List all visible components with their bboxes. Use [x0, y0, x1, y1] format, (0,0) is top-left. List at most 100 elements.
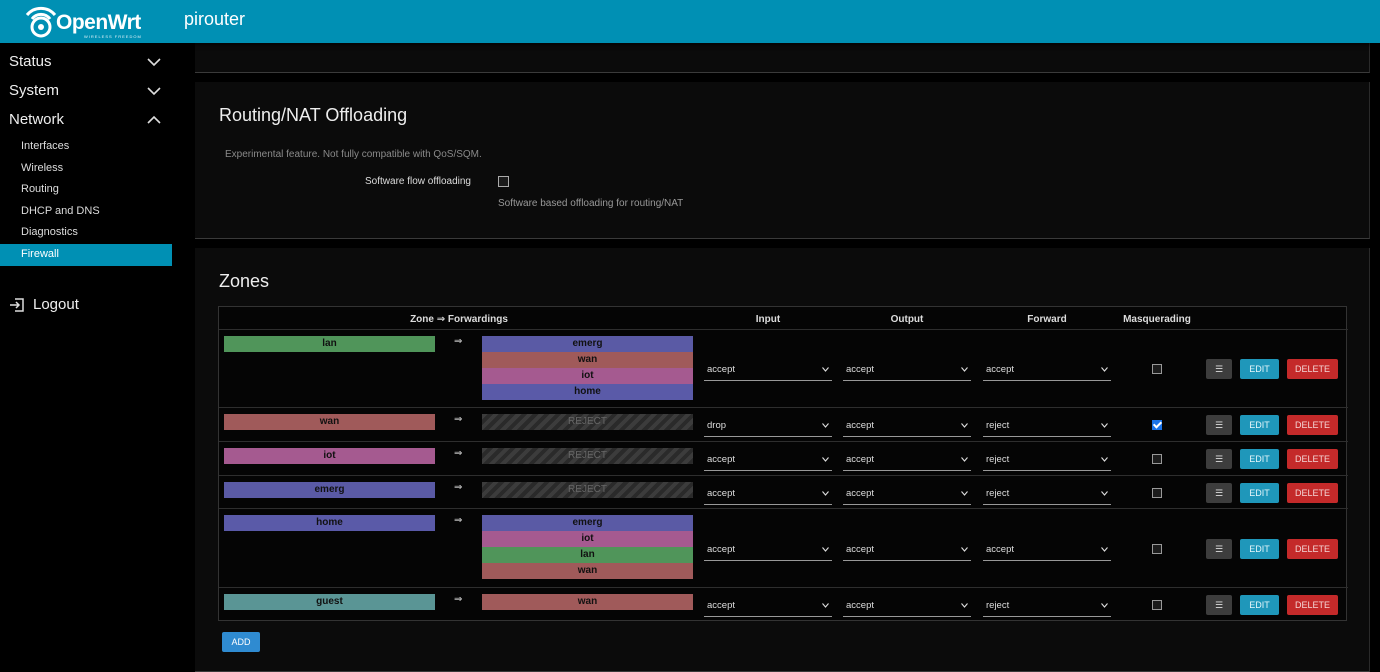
- zone-name-badge: home: [224, 515, 435, 531]
- chevron-down-icon: [1101, 491, 1108, 496]
- logout-icon: [10, 298, 24, 312]
- previous-section-panel: [195, 43, 1370, 73]
- zones-title: Zones: [219, 271, 270, 291]
- chevron-down-icon: [961, 367, 968, 372]
- forward-policy-select[interactable]: reject: [983, 595, 1111, 617]
- input-policy-select[interactable]: accept: [704, 595, 832, 617]
- delete-zone-button[interactable]: DELETE: [1287, 415, 1338, 435]
- edit-zone-button[interactable]: EDIT: [1240, 539, 1279, 559]
- row-menu-button[interactable]: ☰: [1206, 359, 1232, 379]
- masquerading-checkbox[interactable]: [1152, 454, 1162, 464]
- row-menu-button[interactable]: ☰: [1206, 449, 1232, 469]
- zone-name-badge: emerg: [224, 482, 435, 498]
- forwarding-zone-badge: emerg: [482, 515, 693, 531]
- menu-network[interactable]: Network: [0, 106, 172, 135]
- masquerading-checkbox[interactable]: [1152, 544, 1162, 554]
- edit-zone-button[interactable]: EDIT: [1240, 359, 1279, 379]
- forward-policy-value: reject: [986, 488, 1010, 499]
- output-policy-value: accept: [846, 600, 874, 611]
- sidebar-item-interfaces[interactable]: Interfaces: [0, 136, 172, 158]
- input-policy-select[interactable]: drop: [704, 415, 832, 437]
- output-policy-select[interactable]: accept: [843, 449, 971, 471]
- offloading-title: Routing/NAT Offloading: [219, 105, 408, 125]
- delete-zone-button[interactable]: DELETE: [1287, 483, 1338, 503]
- output-policy-select[interactable]: accept: [843, 359, 971, 381]
- flow-offloading-description: Software based offloading for routing/NA…: [498, 198, 684, 209]
- input-policy-value: drop: [707, 420, 727, 431]
- delete-zone-button[interactable]: DELETE: [1287, 539, 1338, 559]
- delete-zone-button[interactable]: DELETE: [1287, 595, 1338, 615]
- chevron-down-icon: [822, 603, 829, 608]
- output-policy-select[interactable]: accept: [843, 539, 971, 561]
- menu-status[interactable]: Status: [0, 48, 172, 77]
- sidebar-item-wireless[interactable]: Wireless: [0, 158, 172, 180]
- output-policy-select[interactable]: accept: [843, 415, 971, 437]
- forwarding-list: emerg wan iot home: [482, 336, 693, 400]
- input-policy-select[interactable]: accept: [704, 449, 832, 471]
- logout-link[interactable]: Logout: [0, 291, 172, 319]
- sidebar-item-routing[interactable]: Routing: [0, 179, 172, 201]
- sidebar-item-label: Routing: [21, 183, 59, 195]
- chevron-down-icon: [1101, 457, 1108, 462]
- chevron-down-icon: [961, 547, 968, 552]
- offloading-note: Experimental feature. Not fully compatib…: [225, 149, 482, 160]
- delete-zone-button[interactable]: DELETE: [1287, 449, 1338, 469]
- sidebar-item-dhcp-dns[interactable]: DHCP and DNS: [0, 201, 172, 223]
- sidebar-item-diagnostics[interactable]: Diagnostics: [0, 222, 172, 244]
- header-masquerading: Masquerading: [1123, 314, 1191, 325]
- sidebar-item-label: Diagnostics: [21, 226, 78, 238]
- add-zone-button[interactable]: ADD: [222, 632, 260, 652]
- chevron-down-icon: [147, 87, 161, 96]
- row-menu-button[interactable]: ☰: [1206, 595, 1232, 615]
- forward-policy-select[interactable]: reject: [983, 483, 1111, 505]
- zone-name-badge: iot: [224, 448, 435, 464]
- input-policy-select[interactable]: accept: [704, 483, 832, 505]
- forwarding-zone-badge: emerg: [482, 336, 693, 352]
- masquerading-checkbox[interactable]: [1152, 488, 1162, 498]
- edit-zone-button[interactable]: EDIT: [1240, 449, 1279, 469]
- output-policy-value: accept: [846, 544, 874, 555]
- zone-row: emerg ⇒ REJECT accept accept reject ☰ EDIT DELET…: [219, 475, 1348, 508]
- row-menu-button[interactable]: ☰: [1206, 415, 1232, 435]
- input-policy-select[interactable]: accept: [704, 539, 832, 561]
- masquerading-checkbox[interactable]: [1152, 420, 1162, 430]
- forwarding-zone-badge: wan: [482, 594, 693, 610]
- forward-arrow: ⇒: [454, 482, 463, 493]
- chevron-down-icon: [961, 603, 968, 608]
- reject-forwarding-badge: REJECT: [482, 448, 693, 464]
- sidebar-item-label: Firewall: [21, 248, 59, 260]
- hostname[interactable]: pirouter: [184, 9, 246, 29]
- forwarding-list: emerg iot lan wan: [482, 515, 693, 579]
- menu-system[interactable]: System: [0, 77, 172, 106]
- row-menu-button[interactable]: ☰: [1206, 483, 1232, 503]
- edit-zone-button[interactable]: EDIT: [1240, 595, 1279, 615]
- zone-row: wan ⇒ REJECT drop accept reject ☰ EDIT DELETE: [219, 407, 1348, 441]
- output-policy-value: accept: [846, 420, 874, 431]
- sidebar-item-firewall[interactable]: Firewall: [0, 244, 172, 266]
- offloading-section: Routing/NAT Offloading Experimental feat…: [195, 82, 1370, 239]
- forward-policy-select[interactable]: accept: [983, 539, 1111, 561]
- edit-zone-button[interactable]: EDIT: [1240, 415, 1279, 435]
- openwrt-logo[interactable]: OpenWrt WIRELESS FREEDOM: [24, 1, 148, 41]
- edit-zone-button[interactable]: EDIT: [1240, 483, 1279, 503]
- forwarding-list: wan: [482, 594, 693, 610]
- masquerading-checkbox[interactable]: [1152, 600, 1162, 610]
- chevron-down-icon: [822, 491, 829, 496]
- forwarding-zone-badge: wan: [482, 563, 693, 579]
- forward-arrow: ⇒: [454, 594, 463, 605]
- delete-zone-button[interactable]: DELETE: [1287, 359, 1338, 379]
- forward-policy-select[interactable]: reject: [983, 449, 1111, 471]
- masquerading-checkbox[interactable]: [1152, 364, 1162, 374]
- input-policy-value: accept: [707, 454, 735, 465]
- row-menu-button[interactable]: ☰: [1206, 539, 1232, 559]
- menu-status-label: Status: [9, 53, 52, 70]
- chevron-down-icon: [1101, 547, 1108, 552]
- forward-policy-select[interactable]: reject: [983, 415, 1111, 437]
- output-policy-select[interactable]: accept: [843, 483, 971, 505]
- flow-offloading-checkbox[interactable]: [498, 176, 509, 187]
- chevron-down-icon: [147, 58, 161, 67]
- output-policy-select[interactable]: accept: [843, 595, 971, 617]
- chevron-down-icon: [822, 547, 829, 552]
- forward-policy-select[interactable]: accept: [983, 359, 1111, 381]
- input-policy-select[interactable]: accept: [704, 359, 832, 381]
